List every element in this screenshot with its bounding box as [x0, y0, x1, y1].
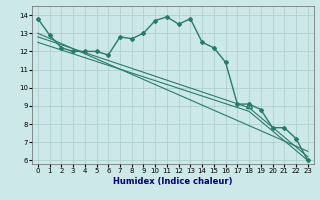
- X-axis label: Humidex (Indice chaleur): Humidex (Indice chaleur): [113, 177, 233, 186]
